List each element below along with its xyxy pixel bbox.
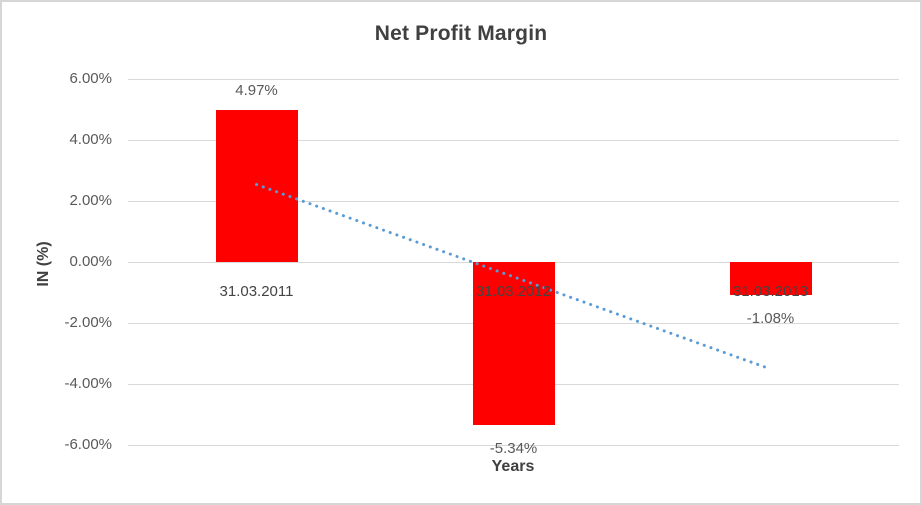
y-tick-label: -4.00%: [64, 375, 112, 392]
y-tick-label: 0.00%: [69, 253, 112, 270]
bar-31.03.2011: [215, 110, 298, 262]
x-axis-title: Years: [491, 458, 535, 475]
bar-data-label: -5.34%: [489, 439, 538, 457]
gridline: [128, 78, 899, 80]
chart-title: Net Profit Margin: [374, 22, 548, 45]
y-tick-label: -2.00%: [64, 314, 112, 331]
gridline: [128, 444, 899, 446]
category-label: 31.03.2011: [219, 283, 294, 300]
bar-data-label: 4.97%: [235, 82, 278, 100]
y-tick-label: -6.00%: [64, 436, 112, 453]
bar-data-label: -1.08%: [746, 309, 795, 327]
gridline: [128, 139, 899, 141]
y-tick-label: 4.00%: [69, 131, 112, 148]
y-axis-title: IN (%): [35, 241, 52, 287]
category-label: 31.03.2013: [732, 283, 809, 300]
y-tick-label: 2.00%: [69, 192, 112, 209]
y-tick-label: 6.00%: [69, 70, 112, 87]
category-label: 31.03.2012: [475, 283, 552, 300]
